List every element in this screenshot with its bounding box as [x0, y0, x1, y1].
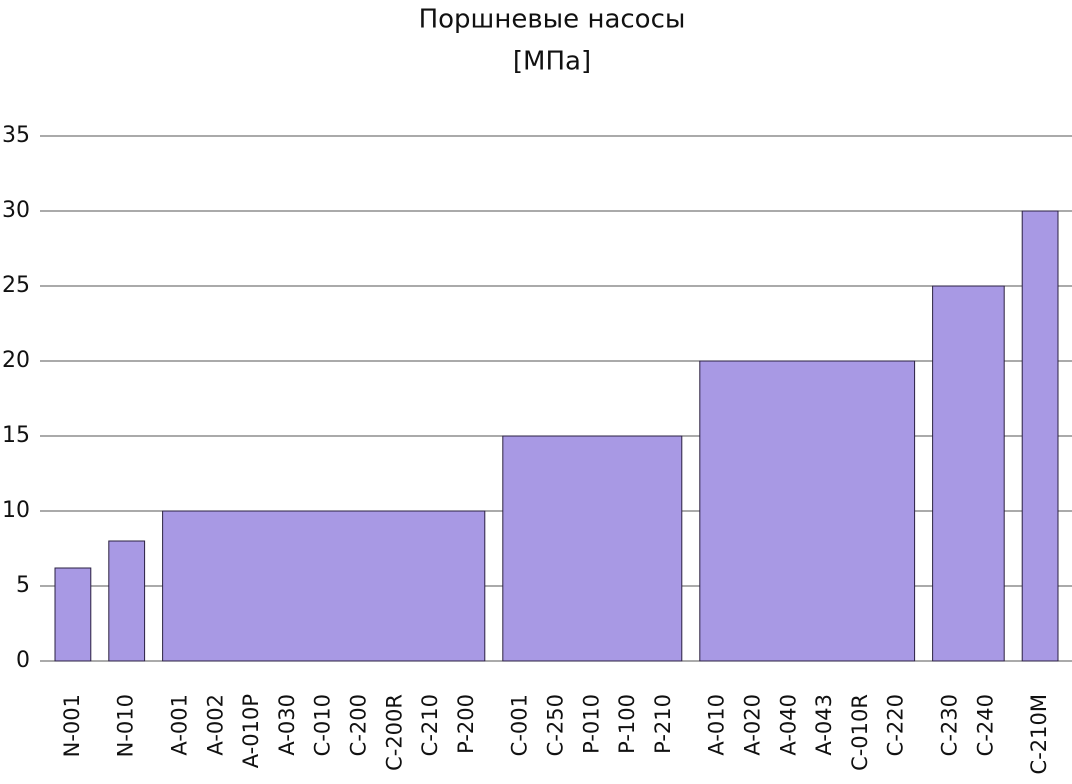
x-tick-label: P-010 [579, 694, 603, 754]
bar [108, 540, 146, 662]
x-tick-label: A-001 [168, 694, 192, 756]
bar [1021, 210, 1059, 662]
x-tick-label: A-010P [239, 694, 263, 768]
x-tick-label: P-200 [454, 694, 478, 754]
x-tick-label: C-200 [347, 694, 371, 756]
y-tick-label: 25 [2, 273, 30, 298]
x-tick-label: A-020 [741, 694, 765, 756]
x-tick-label: P-210 [651, 694, 675, 754]
x-tick-label: P-100 [615, 694, 639, 754]
bar [54, 567, 92, 662]
y-tick-label: 30 [2, 198, 30, 223]
x-tick-label: A-030 [275, 694, 299, 756]
x-tick-label: A-040 [776, 694, 800, 756]
x-tick-label: C-010 [311, 694, 335, 756]
x-tick-label: C-250 [544, 694, 568, 756]
bar [699, 360, 916, 662]
x-tick-label: C-230 [938, 694, 962, 756]
x-tick-label: N-010 [114, 694, 138, 757]
y-tick-label: 5 [16, 573, 30, 598]
y-tick-label: 20 [2, 348, 30, 373]
x-tick-label: C-210M [1027, 694, 1051, 774]
chart-subtitle: [МПа] [513, 47, 591, 77]
bar [932, 285, 1005, 662]
x-tick-label: C-001 [508, 694, 532, 756]
y-tick-label: 0 [16, 648, 30, 673]
x-tick-label: C-220 [884, 694, 908, 756]
x-tick-label: A-043 [812, 694, 836, 756]
x-tick-label: A-002 [203, 694, 227, 756]
x-tick-label: C-010R [848, 694, 872, 771]
y-tick-label: 35 [2, 123, 30, 148]
bar [162, 510, 486, 662]
chart-title: Поршневые насосы [419, 5, 686, 35]
bar [502, 435, 683, 662]
x-tick-label: C-210 [418, 694, 442, 756]
x-tick-label: C-240 [973, 694, 997, 756]
x-tick-label: N-001 [60, 694, 84, 757]
x-tick-label: A-010 [705, 694, 729, 756]
y-tick-label: 15 [2, 423, 30, 448]
x-tick-label: C-200R [382, 694, 406, 771]
y-tick-label: 10 [2, 498, 30, 523]
